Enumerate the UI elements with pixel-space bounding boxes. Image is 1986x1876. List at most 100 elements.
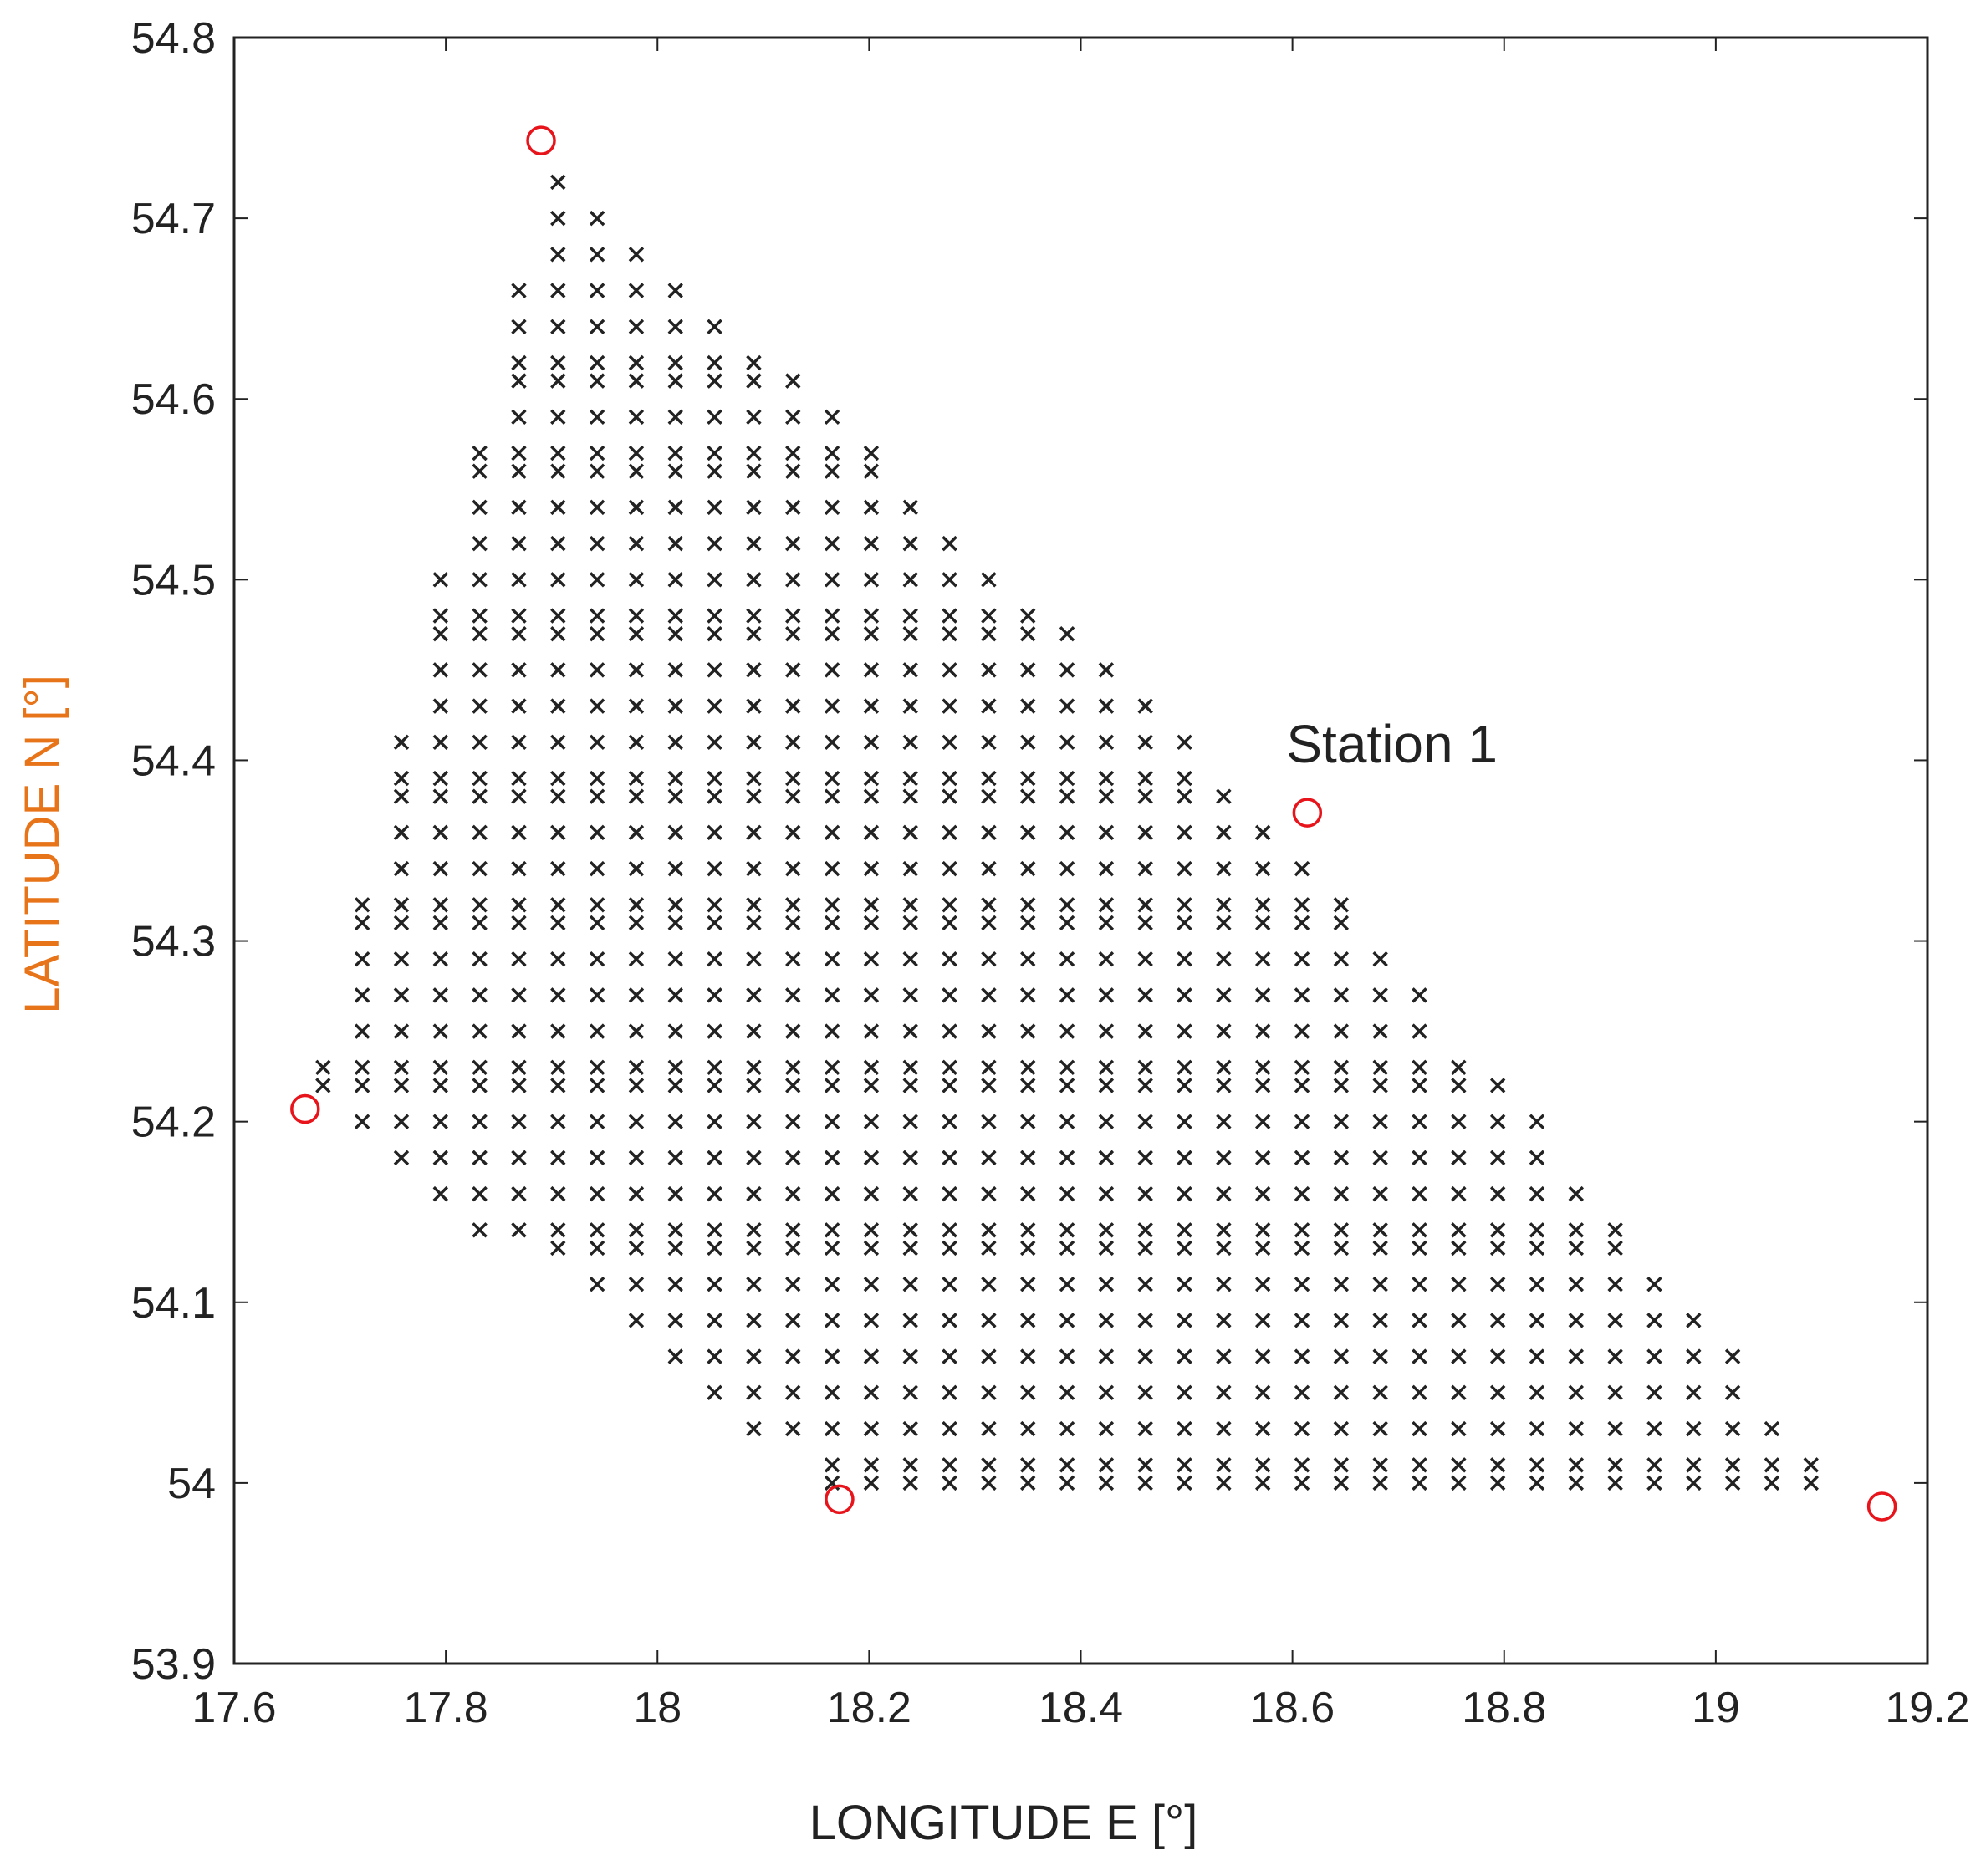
grid-point-marker xyxy=(1568,1276,1585,1292)
grid-point-marker xyxy=(1764,1457,1780,1473)
grid-point-marker xyxy=(1177,915,1192,931)
station-marker xyxy=(290,1093,320,1124)
grid-point-marker xyxy=(589,210,605,227)
grid-point-marker xyxy=(707,1313,722,1328)
grid-point-marker xyxy=(1254,1222,1271,1238)
grid-point-marker xyxy=(393,1078,410,1093)
grid-point-marker xyxy=(863,572,880,588)
y-tick-label: 54.4 xyxy=(131,737,216,785)
grid-point-marker xyxy=(1803,1475,1819,1491)
grid-point-marker xyxy=(1412,1313,1427,1328)
grid-point-marker xyxy=(1489,1078,1506,1093)
grid-point-marker xyxy=(942,1059,957,1076)
grid-point-marker xyxy=(393,770,410,787)
grid-point-marker xyxy=(707,1114,722,1129)
grid-point-marker xyxy=(1254,1420,1271,1437)
grid-point-marker xyxy=(472,445,488,461)
grid-point-marker xyxy=(1412,1276,1427,1292)
grid-point-marker xyxy=(550,247,566,263)
grid-point-marker xyxy=(863,1276,880,1292)
grid-point-marker xyxy=(589,915,605,931)
grid-point-marker xyxy=(707,1240,722,1257)
grid-point-marker xyxy=(1137,1023,1153,1039)
grid-point-marker xyxy=(550,1185,566,1202)
grid-point-marker xyxy=(863,915,880,931)
y-tick-label: 54.3 xyxy=(131,918,216,966)
grid-point-marker xyxy=(707,1150,722,1166)
grid-point-marker xyxy=(550,1078,566,1093)
grid-point-marker xyxy=(863,463,880,479)
grid-point-marker xyxy=(1607,1475,1623,1491)
grid-point-marker xyxy=(1568,1420,1585,1437)
grid-point-marker xyxy=(667,915,683,931)
grid-point-marker xyxy=(1137,987,1153,1003)
grid-point-marker xyxy=(550,283,566,298)
grid-point-marker xyxy=(667,1276,683,1292)
grid-point-marker xyxy=(1020,897,1036,913)
grid-point-marker xyxy=(707,445,722,461)
grid-point-marker xyxy=(550,409,566,426)
grid-point-marker xyxy=(1294,1240,1310,1257)
grid-point-marker xyxy=(824,788,840,804)
grid-point-marker xyxy=(1451,1240,1467,1257)
grid-point-marker xyxy=(550,535,566,552)
grid-point-marker xyxy=(432,1150,448,1166)
grid-point-marker xyxy=(589,1023,605,1039)
grid-point-marker xyxy=(1294,1059,1310,1076)
grid-point-marker xyxy=(902,1348,918,1364)
grid-point-marker xyxy=(1020,824,1036,841)
grid-point-marker xyxy=(1098,1059,1115,1076)
grid-point-marker xyxy=(981,625,997,642)
grid-point-marker xyxy=(1137,1114,1153,1129)
y-axis-title: LATITUDE N [°] xyxy=(15,675,69,1014)
grid-point-marker xyxy=(942,860,957,877)
grid-point-marker xyxy=(707,499,722,516)
grid-point-marker xyxy=(746,1059,762,1076)
grid-point-marker xyxy=(746,1313,762,1328)
grid-point-marker xyxy=(432,698,448,714)
grid-point-marker xyxy=(628,824,645,841)
grid-point-marker xyxy=(863,1150,880,1166)
grid-point-marker xyxy=(902,535,918,552)
grid-point-marker xyxy=(550,625,566,642)
grid-point-marker xyxy=(589,1240,605,1257)
grid-point-marker xyxy=(628,319,645,334)
grid-point-marker xyxy=(472,608,488,624)
grid-point-marker xyxy=(1020,1222,1036,1238)
grid-point-marker xyxy=(1059,987,1075,1003)
grid-point-marker xyxy=(863,1420,880,1437)
grid-point-marker xyxy=(1059,788,1075,804)
grid-point-marker xyxy=(863,1313,880,1328)
grid-point-marker xyxy=(981,1384,997,1401)
grid-point-marker xyxy=(589,860,605,877)
grid-point-marker xyxy=(1059,1420,1075,1437)
grid-point-marker xyxy=(942,897,957,913)
grid-point-marker xyxy=(902,788,918,804)
grid-point-marker xyxy=(667,463,683,479)
grid-point-marker xyxy=(1137,1150,1153,1166)
grid-point-marker xyxy=(550,662,566,678)
grid-point-marker xyxy=(628,354,645,371)
grid-point-marker xyxy=(863,608,880,624)
grid-point-marker xyxy=(1489,1348,1506,1364)
x-tick-label: 17.8 xyxy=(404,1684,488,1732)
grid-point-marker xyxy=(824,1313,840,1328)
grid-point-marker xyxy=(824,1185,840,1202)
grid-point-marker xyxy=(824,1150,840,1166)
grid-point-marker xyxy=(707,1276,722,1292)
grid-point-marker xyxy=(1568,1457,1585,1473)
grid-point-marker xyxy=(824,1276,840,1292)
grid-point-marker xyxy=(902,625,918,642)
grid-point-marker xyxy=(863,445,880,461)
grid-point-marker xyxy=(785,463,801,479)
grid-point-marker xyxy=(981,1348,997,1364)
grid-point-marker xyxy=(1216,897,1232,913)
grid-point-marker xyxy=(393,1114,410,1129)
grid-point-marker xyxy=(1216,1114,1232,1129)
grid-point-marker xyxy=(863,734,880,751)
grid-point-marker xyxy=(1412,1150,1427,1166)
grid-point-marker xyxy=(1294,987,1310,1003)
y-tick-label: 54.7 xyxy=(131,195,216,243)
grid-point-marker xyxy=(667,535,683,552)
grid-point-marker xyxy=(824,608,840,624)
